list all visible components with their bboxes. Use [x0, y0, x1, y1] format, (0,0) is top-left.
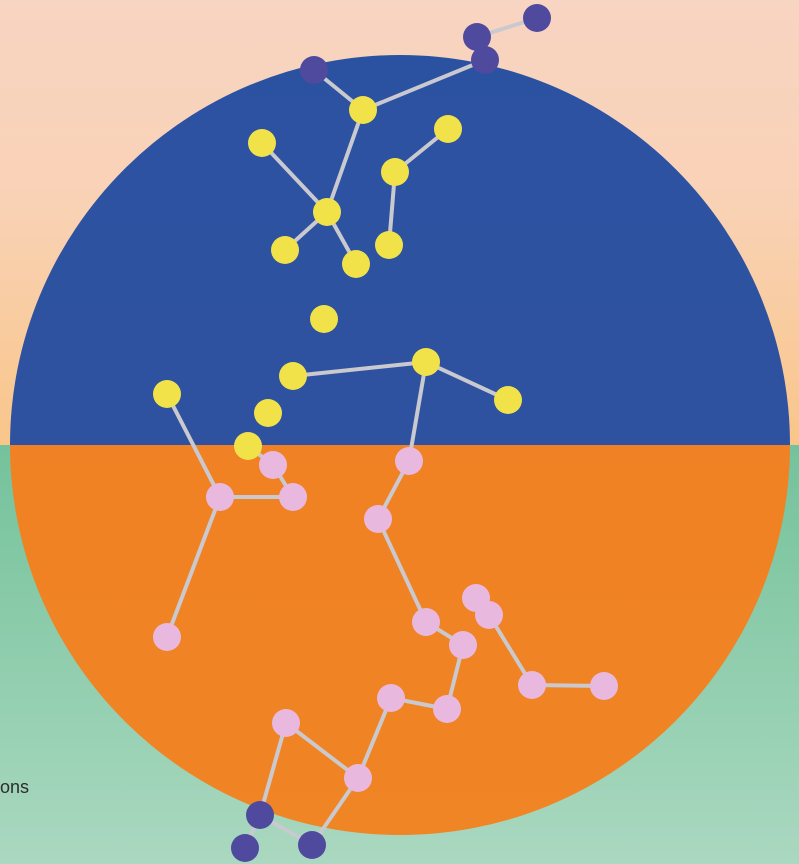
fragment-text: ons [0, 777, 29, 797]
yellow-star [434, 115, 462, 143]
pink-star [449, 631, 477, 659]
pink-star [518, 671, 546, 699]
yellow-star [153, 380, 181, 408]
pink-star [364, 505, 392, 533]
yellow-star [342, 250, 370, 278]
circle-bottom-half [10, 445, 790, 835]
pink-star [412, 608, 440, 636]
yellow-star [254, 399, 282, 427]
purple-star [463, 23, 491, 51]
purple-star [471, 46, 499, 74]
yellow-star [248, 129, 276, 157]
purple-star [523, 4, 551, 32]
pink-star [395, 447, 423, 475]
yellow-star [412, 348, 440, 376]
purple-star [298, 831, 326, 859]
yellow-star [234, 432, 262, 460]
yellow-star [381, 158, 409, 186]
pink-star [344, 764, 372, 792]
pink-star [433, 695, 461, 723]
purple-star [300, 56, 328, 84]
constellation-nodes [153, 4, 618, 862]
purple-star [246, 801, 274, 829]
pink-star [475, 601, 503, 629]
purple-star [231, 834, 259, 862]
connector-line [218, 444, 297, 499]
yellow-star [310, 305, 338, 333]
yellow-star [279, 362, 307, 390]
yellow-star [271, 236, 299, 264]
yellow-star [313, 198, 341, 226]
yellow-star [349, 96, 377, 124]
pink-star [259, 451, 287, 479]
pink-star [153, 623, 181, 651]
pink-star [272, 709, 300, 737]
pink-star [279, 483, 307, 511]
yellow-star [375, 231, 403, 259]
yellow-star [494, 386, 522, 414]
pink-star [206, 483, 234, 511]
pink-star [377, 684, 405, 712]
pink-star [590, 672, 618, 700]
